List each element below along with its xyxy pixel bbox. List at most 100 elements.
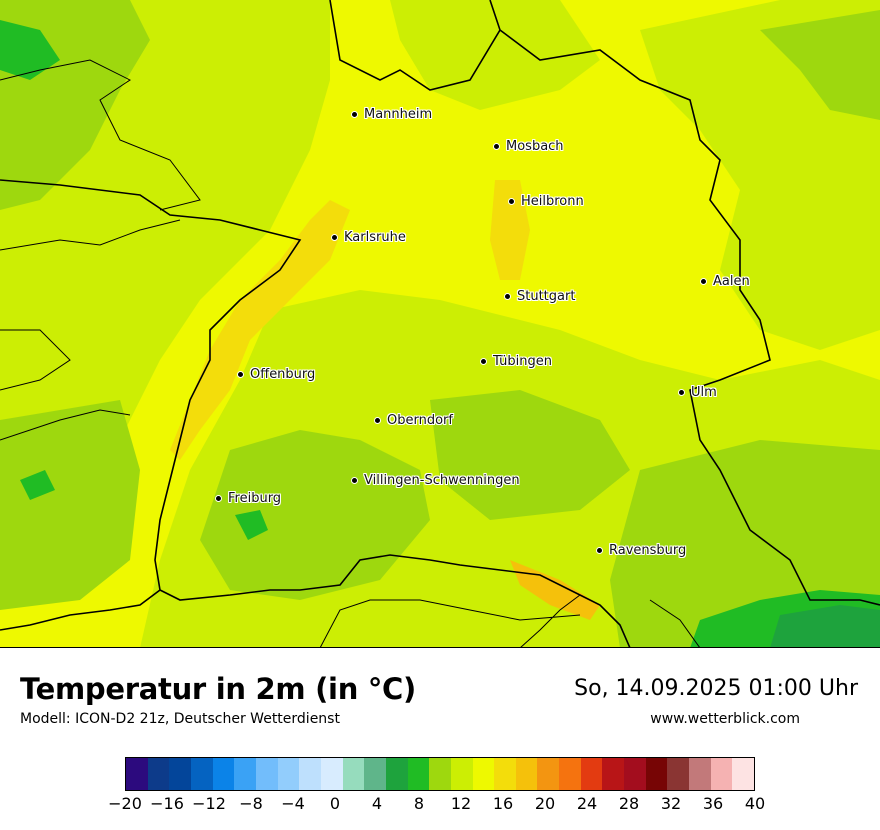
legend-swatch	[450, 758, 473, 790]
city-marker-mannheim: Mannheim	[351, 107, 432, 122]
legend-tick-label: 32	[660, 794, 682, 813]
field-green-west	[20, 470, 55, 500]
city-label: Mosbach	[506, 139, 564, 154]
city-label: Villingen-Schwenningen	[364, 473, 520, 488]
city-marker-freiburg: Freiburg	[215, 491, 281, 506]
city-dot	[493, 143, 500, 150]
legend-swatch	[147, 758, 170, 790]
field-warm-neckar	[490, 180, 530, 280]
legend-swatch	[255, 758, 278, 790]
city-marker-mosbach: Mosbach	[493, 139, 564, 154]
legend-tick-label: −20	[108, 794, 142, 813]
field-light-green-alb	[430, 390, 630, 520]
legend-tick-label: 0	[329, 794, 341, 813]
city-dot	[237, 371, 244, 378]
city-marker-ulm: Ulm	[678, 385, 717, 400]
legend-tick-label: 20	[534, 794, 556, 813]
city-dot	[331, 234, 338, 241]
legend-swatch	[710, 758, 733, 790]
legend-swatch	[299, 758, 321, 790]
city-label: Karlsruhe	[344, 230, 406, 245]
legend-swatch	[212, 758, 235, 790]
legend-swatch	[645, 758, 668, 790]
map-title: Temperatur in 2m (in °C)	[20, 672, 416, 706]
legend-swatch	[472, 758, 495, 790]
field-warm-lake-constance	[510, 560, 600, 620]
field-green-nw-patch	[0, 20, 60, 80]
field-green-black-forest	[235, 510, 268, 540]
city-marker-offenburg: Offenburg	[237, 367, 315, 382]
legend-swatch	[515, 758, 538, 790]
legend-swatch	[580, 758, 603, 790]
city-dot	[480, 358, 487, 365]
field-light-green-southwest	[0, 400, 140, 610]
legend-swatch	[667, 758, 690, 790]
legend-swatch	[169, 758, 191, 790]
field-dark-green-alps	[770, 605, 880, 647]
city-dot	[596, 547, 603, 554]
field-light-green-northeast	[760, 10, 880, 120]
website-url: www.wetterblick.com	[650, 711, 800, 727]
state-border	[0, 0, 880, 647]
legend-swatch	[277, 758, 300, 790]
legend-tick-label: −4	[281, 794, 305, 813]
city-dot	[351, 111, 358, 118]
city-label: Aalen	[713, 274, 750, 289]
city-label: Mannheim	[364, 107, 433, 122]
city-dot	[508, 198, 515, 205]
city-label: Ulm	[691, 385, 717, 400]
legend-tick-label: 4	[371, 794, 383, 813]
city-label: Heilbronn	[521, 194, 584, 209]
legend-tick-label: 40	[744, 794, 766, 813]
city-label: Stuttgart	[517, 289, 576, 304]
legend-tick-label: −16	[150, 794, 184, 813]
city-marker-oberndorf: Oberndorf	[374, 413, 453, 428]
city-marker-stuttgart: Stuttgart	[504, 289, 575, 304]
legend-tick-label: 28	[618, 794, 640, 813]
city-dot	[351, 477, 358, 484]
city-dot	[374, 417, 381, 424]
legend-swatch	[494, 758, 516, 790]
city-marker-karlsruhe: Karlsruhe	[331, 230, 406, 245]
legend-tick-label: 12	[450, 794, 472, 813]
city-label: Offenburg	[250, 367, 316, 382]
legend-swatch	[602, 758, 625, 790]
city-marker-villingen-schwenningen: Villingen-Schwenningen	[351, 473, 520, 488]
legend-swatch	[559, 758, 581, 790]
city-marker-heilbronn: Heilbronn	[508, 194, 584, 209]
legend-swatch	[364, 758, 386, 790]
city-marker-ravensburg: Ravensburg	[596, 543, 686, 558]
legend-swatch	[385, 758, 408, 790]
city-label: Tübingen	[493, 354, 552, 369]
city-label: Freiburg	[228, 491, 282, 506]
legend-swatch	[732, 758, 755, 790]
city-marker-tuebingen: Tübingen	[480, 354, 552, 369]
city-dot	[678, 389, 685, 396]
city-label: Ravensburg	[609, 543, 687, 558]
legend-swatch	[407, 758, 430, 790]
legend-tick-label: 16	[492, 794, 514, 813]
city-marker-aalen: Aalen	[700, 274, 750, 289]
temperature-map: Mannheim Mosbach Heilbronn Karlsruhe Aal…	[0, 0, 880, 648]
legend-tick-label: 36	[702, 794, 724, 813]
legend-swatch	[689, 758, 711, 790]
borders-minor	[0, 59, 700, 647]
legend-swatch	[190, 758, 213, 790]
legend-swatch	[234, 758, 256, 790]
city-label: Oberndorf	[387, 413, 453, 428]
field-yellow-green-north	[390, 0, 600, 110]
legend-tick-label: 24	[576, 794, 598, 813]
legend-tick-label: −12	[192, 794, 226, 813]
city-dot	[215, 495, 222, 502]
legend-swatch	[429, 758, 451, 790]
model-info: Modell: ICON-D2 21z, Deutscher Wetterdie…	[20, 711, 340, 727]
temperature-field	[0, 0, 880, 647]
field-warm-rhine-valley	[170, 200, 350, 460]
legend-swatch	[126, 758, 148, 790]
color-legend	[125, 757, 755, 791]
legend-tick-label: −8	[239, 794, 263, 813]
city-dot	[504, 293, 511, 300]
city-dot	[700, 278, 707, 285]
legend-swatch	[537, 758, 560, 790]
legend-tick-label: 8	[413, 794, 425, 813]
